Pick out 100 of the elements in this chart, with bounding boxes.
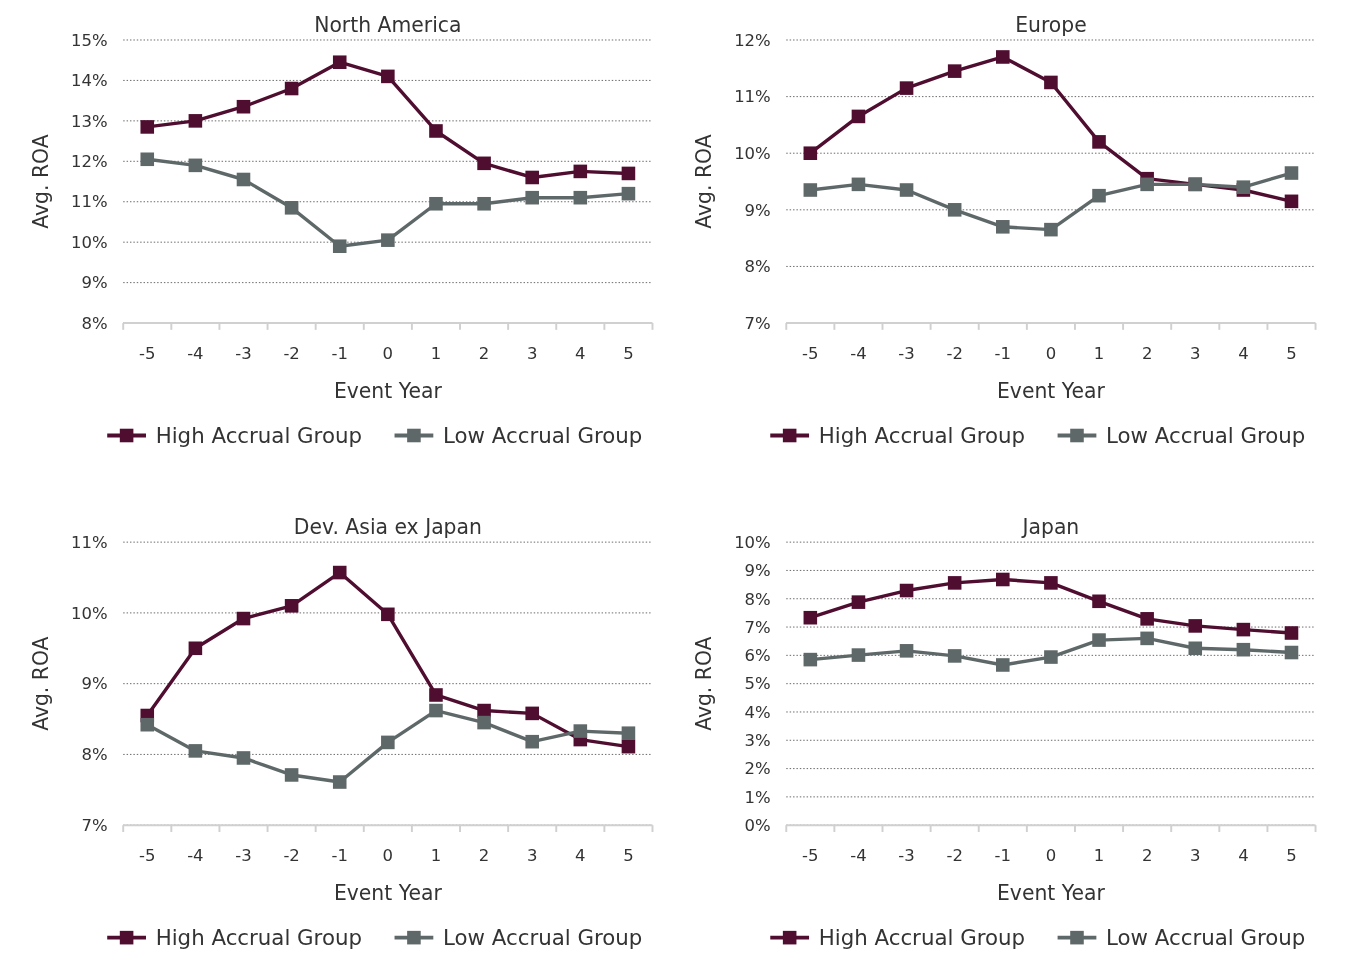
x-tick-label: -4 (850, 846, 867, 866)
point (621, 726, 636, 740)
x-tick-label: -1 (331, 846, 348, 866)
legend-label: Low Accrual Group (443, 925, 643, 951)
point (188, 114, 203, 128)
point (851, 595, 866, 609)
y-tick-label: 7% (744, 617, 771, 637)
x-tick-label: 1 (1093, 343, 1105, 363)
y-tick-label: 8% (744, 589, 771, 609)
point (381, 233, 395, 247)
chart-title: Europe (1015, 13, 1087, 38)
y-tick-label: 10% (71, 603, 108, 623)
x-tick-label: 2 (1141, 846, 1153, 866)
point (1188, 619, 1203, 633)
x-tick-label: 0 (1045, 846, 1057, 866)
y-tick-label: 15% (71, 30, 108, 50)
point (525, 734, 539, 749)
x-tick-label: -2 (283, 846, 300, 866)
point (477, 703, 491, 718)
x-axis-title: Event Year (333, 880, 443, 905)
y-tick-label: 11% (734, 87, 771, 107)
y-axis-title: Avg. ROA (691, 636, 716, 731)
x-tick-label: 5 (1286, 343, 1297, 363)
x-tick-label: 3 (526, 846, 538, 866)
point (525, 170, 539, 185)
y-tick-label: 4% (744, 702, 771, 722)
point (803, 183, 818, 197)
x-tick-label: -3 (898, 846, 915, 866)
x-tick-label: 3 (526, 343, 538, 363)
x-tick-label: 3 (1190, 343, 1201, 363)
y-tick-label: 6% (744, 646, 771, 666)
point (284, 599, 299, 613)
legend-label: Low Accrual Group (1106, 925, 1306, 951)
y-tick-label: 7% (744, 313, 771, 333)
point (140, 120, 155, 134)
legend-label: Low Accrual Group (1106, 422, 1306, 448)
x-tick-label: -2 (283, 343, 300, 363)
x-tick-label: 1 (430, 846, 442, 866)
point (188, 744, 203, 758)
point (477, 156, 491, 171)
legend-label: Low Accrual Group (443, 422, 643, 448)
point (332, 565, 347, 580)
y-tick-label: 10% (734, 532, 771, 552)
point (899, 81, 914, 95)
point (1284, 194, 1299, 209)
point (477, 715, 491, 730)
point (525, 706, 539, 721)
point (996, 220, 1010, 234)
x-tick-label: -5 (139, 846, 156, 866)
point (573, 724, 588, 738)
y-tick-label: 9% (744, 200, 771, 220)
point (381, 69, 395, 84)
y-tick-label: 2% (744, 759, 771, 779)
x-tick-label: -4 (850, 343, 867, 363)
x-tick-label: 0 (382, 343, 394, 363)
point (1044, 650, 1058, 664)
point (332, 775, 347, 789)
point (899, 183, 914, 197)
y-tick-label: 9% (81, 674, 108, 694)
point (1140, 177, 1154, 192)
x-axis-title: Event Year (996, 880, 1106, 905)
y-tick-label: 5% (744, 674, 771, 694)
y-tick-label: 1% (744, 787, 771, 807)
point (1140, 631, 1154, 646)
y-tick-label: 11% (71, 532, 108, 552)
point (1044, 222, 1058, 237)
point (573, 190, 588, 205)
point (996, 50, 1010, 64)
point (1092, 135, 1106, 149)
legend-label: High Accrual Group (155, 422, 362, 448)
x-tick-label: -5 (802, 343, 819, 363)
point (332, 239, 347, 254)
x-tick-label: 1 (430, 343, 442, 363)
point (1284, 626, 1299, 640)
point (284, 81, 299, 96)
x-tick-label: 0 (1045, 343, 1057, 363)
point (236, 751, 251, 765)
point (477, 196, 491, 211)
point (1044, 576, 1058, 590)
y-tick-label: 11% (71, 192, 108, 212)
point (284, 201, 299, 215)
x-tick-label: -3 (235, 846, 252, 866)
chart-title: North America (314, 13, 462, 38)
point (803, 652, 818, 667)
y-tick-label: 14% (71, 71, 108, 91)
point (621, 739, 636, 754)
legend-label: High Accrual Group (818, 925, 1026, 951)
point (236, 611, 251, 626)
y-axis-title: Avg. ROA (28, 134, 53, 229)
y-axis-title: Avg. ROA (691, 134, 716, 229)
x-tick-label: 4 (575, 343, 586, 363)
y-tick-label: 8% (81, 313, 108, 333)
point (381, 735, 395, 750)
point (899, 644, 914, 658)
point (188, 641, 203, 656)
point (1284, 645, 1299, 660)
point (947, 64, 962, 78)
point (947, 203, 962, 217)
legend-label: High Accrual Group (155, 925, 362, 951)
point (947, 576, 962, 590)
